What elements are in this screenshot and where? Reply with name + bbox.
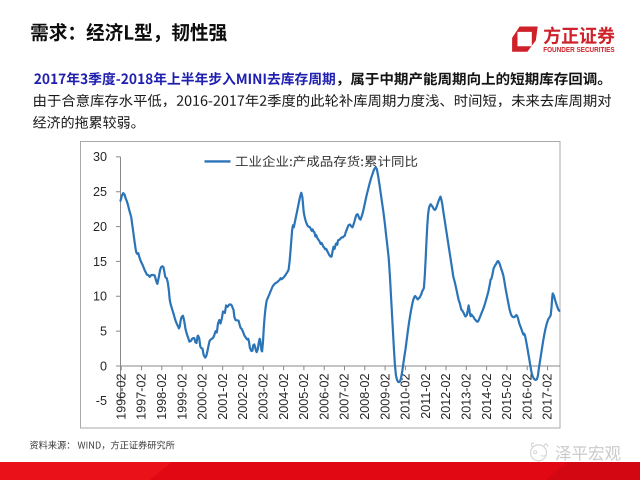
svg-text:30: 30: [93, 150, 107, 164]
svg-text:2011-02: 2011-02: [419, 374, 433, 419]
svg-text:2017-02: 2017-02: [541, 374, 555, 420]
svg-text:-5: -5: [96, 394, 107, 408]
svg-text:2012-02: 2012-02: [439, 374, 453, 420]
svg-text:2003-02: 2003-02: [257, 374, 271, 420]
svg-text:2014-02: 2014-02: [480, 374, 494, 420]
svg-text:2001-02: 2001-02: [216, 374, 230, 420]
svg-text:2006-02: 2006-02: [317, 374, 331, 420]
svg-text:2004-02: 2004-02: [277, 374, 291, 420]
svg-text:2002-02: 2002-02: [236, 374, 250, 420]
svg-text:1996-02: 1996-02: [114, 374, 128, 420]
svg-text:15: 15: [93, 255, 107, 269]
svg-text:2005-02: 2005-02: [297, 374, 311, 420]
svg-text:1999-02: 1999-02: [175, 374, 189, 420]
svg-text:2016-02: 2016-02: [520, 374, 534, 420]
svg-text:2010-02: 2010-02: [399, 374, 413, 420]
svg-text:2015-02: 2015-02: [500, 374, 514, 420]
svg-text:FOUNDER SECURITIES: FOUNDER SECURITIES: [543, 45, 615, 54]
svg-text:2008-02: 2008-02: [358, 374, 372, 420]
svg-text:0: 0: [100, 359, 107, 373]
svg-text:5: 5: [100, 324, 107, 338]
svg-text:2000-02: 2000-02: [196, 374, 210, 420]
svg-text:2007-02: 2007-02: [338, 374, 352, 420]
svg-text:20: 20: [93, 220, 107, 234]
svg-text:25: 25: [93, 185, 107, 199]
svg-text:2009-02: 2009-02: [378, 374, 392, 420]
svg-text:2013-02: 2013-02: [460, 374, 474, 420]
svg-text:1997-02: 1997-02: [135, 374, 149, 420]
svg-text:1998-02: 1998-02: [155, 374, 169, 420]
svg-text:10: 10: [93, 290, 107, 304]
